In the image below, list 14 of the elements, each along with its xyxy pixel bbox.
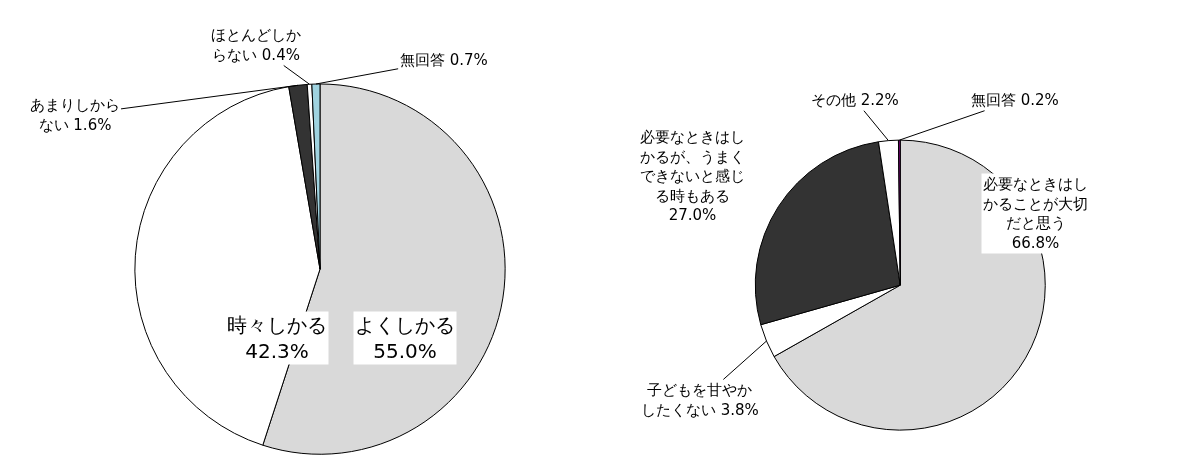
slice-label: その他 2.2%: [811, 91, 899, 109]
data-label: 27.0%: [668, 206, 717, 224]
data-label: 66.8%: [1011, 233, 1060, 252]
slice-label: 無回答 0.2%: [971, 91, 1059, 109]
data-label: 55.0%: [373, 339, 437, 363]
slice-label: 必要なときはしかるが、うまくできないと感じる時もある: [640, 128, 745, 205]
data-label: 42.3%: [245, 339, 309, 363]
slice-label: ほとんどしからない 0.4%: [211, 26, 301, 64]
slice-label: 時々しかる: [227, 313, 327, 337]
slice-label: よくしかる: [355, 313, 455, 337]
slice-label: 子どもを甘やかしたくない 3.8%: [641, 381, 759, 419]
slice-label: あまりしからない 1.6%: [30, 96, 120, 134]
slice-label: 必要なときはしかることが大切だと思う: [983, 175, 1088, 232]
slice-label: 無回答 0.7%: [400, 51, 488, 69]
